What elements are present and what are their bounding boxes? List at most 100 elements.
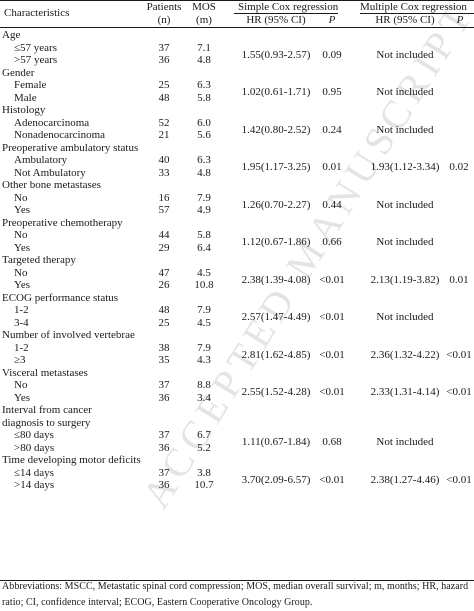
simple-p-value: 0.44 — [322, 198, 342, 211]
mos-value: 7.9 — [197, 191, 211, 204]
simple-p-value: 0.09 — [322, 48, 342, 61]
multiple-p-value: <0.01 — [446, 386, 472, 399]
simple-p-value: 0.24 — [322, 123, 342, 136]
multiple-hr-value: 2.13(1.19-3.82) — [370, 273, 440, 286]
row-label: ≤80 days — [14, 429, 54, 441]
simple-hr-value: 2.57(1.47-4.49) — [241, 311, 311, 324]
simple-hr-value: 1.55(0.93-2.57) — [241, 48, 311, 61]
mos-value: 7.9 — [197, 304, 211, 316]
patients-value: 25 — [158, 316, 170, 329]
header-multiple-cox: Multiple Cox regression — [360, 1, 467, 13]
mos-value: 8.8 — [197, 379, 211, 391]
patients-value: 37 — [158, 379, 170, 391]
row-label: Yes — [14, 279, 31, 291]
multiple-hr-value: Not included — [376, 236, 434, 249]
mos-value: 7.9 — [197, 341, 211, 354]
row-label: ≤14 days — [14, 466, 54, 479]
header-simple-hr: HR (95% CI) — [246, 14, 306, 26]
mos-value: 6.3 — [197, 154, 211, 166]
header-bottom-rule — [0, 27, 474, 28]
simple-hr-value: 3.70(2.09-6.57) — [241, 473, 311, 486]
group-name: Preoperative ambulatory status — [2, 141, 139, 154]
patients-value: 36 — [158, 441, 170, 454]
patients-value: 57 — [158, 204, 170, 216]
patients-value: 16 — [158, 191, 170, 204]
row-label: No — [14, 191, 28, 204]
patients-value: 37 — [158, 466, 170, 479]
row-label: 3-4 — [14, 316, 29, 329]
group-name: Gender — [2, 66, 35, 79]
mos-value: 6.7 — [197, 429, 211, 441]
group-name: Age — [2, 29, 21, 41]
group-name: Preoperative chemotherapy — [2, 216, 123, 229]
simple-hr-value: 2.38(1.39-4.08) — [241, 273, 311, 286]
mos-value: 4.5 — [197, 316, 211, 329]
row-label: 1-2 — [14, 304, 29, 316]
multiple-hr-value: Not included — [376, 48, 434, 61]
mos-value: 5.8 — [197, 229, 211, 241]
patients-value: 25 — [158, 79, 170, 91]
mos-value: 5.2 — [197, 441, 211, 454]
mos-value: 4.9 — [197, 204, 211, 216]
patients-value: 37 — [158, 41, 170, 54]
simple-hr-value: 1.12(0.67-1.86) — [241, 236, 311, 249]
mos-value: 6.3 — [197, 79, 211, 91]
patients-value: 21 — [158, 129, 170, 141]
header-multiple-hr: HR (95% CI) — [375, 14, 435, 26]
mos-value: 7.1 — [197, 41, 211, 54]
group-name: Visceral metastases — [2, 366, 88, 379]
patients-value: 44 — [158, 229, 170, 241]
header-patients: Patients — [146, 1, 182, 13]
patients-value: 36 — [158, 54, 170, 66]
simple-hr-value: 1.95(1.17-3.25) — [241, 161, 311, 174]
simple-p-value: <0.01 — [319, 473, 345, 486]
row-label: No — [14, 229, 28, 241]
row-label: Male — [14, 91, 37, 104]
row-label: ≥3 — [14, 354, 26, 366]
multiple-hr-value: Not included — [376, 123, 434, 136]
row-label: Nonadenocarcinoma — [14, 129, 106, 141]
top-rule — [0, 0, 474, 1]
header-patients-unit: (n) — [157, 14, 171, 26]
group-name: Number of involved vertebrae — [2, 329, 135, 341]
simple-p-value: <0.01 — [319, 348, 345, 361]
group-name: Targeted therapy — [2, 254, 76, 266]
patients-value: 52 — [158, 116, 170, 129]
patients-value: 38 — [158, 341, 170, 354]
multiple-hr-value: 2.38(1.27-4.46) — [370, 473, 440, 486]
group-subrule-simple — [234, 13, 338, 14]
group-name: ECOG performance status — [2, 291, 119, 304]
header-simple-cox: Simple Cox regression — [238, 1, 339, 13]
header-simple-p: P — [328, 14, 336, 26]
patients-value: 37 — [158, 429, 170, 441]
simple-hr-value: 2.81(1.62-4.85) — [241, 348, 311, 361]
patients-value: 36 — [158, 391, 170, 404]
row-label: ≤57 years — [14, 41, 57, 54]
multiple-hr-value: Not included — [376, 86, 434, 99]
simple-p-value: 0.68 — [322, 436, 342, 449]
simple-p-value: <0.01 — [319, 311, 345, 324]
multiple-hr-value: 2.36(1.32-4.22) — [370, 348, 440, 361]
patients-value: 48 — [158, 304, 170, 316]
simple-hr-value: 1.02(0.61-1.71) — [241, 86, 311, 99]
row-label: Yes — [14, 204, 31, 216]
row-label: No — [14, 266, 28, 279]
group-subrule-multiple — [360, 13, 474, 14]
group-name: Time developing motor deficits — [2, 454, 141, 466]
simple-p-value: 0.01 — [322, 161, 342, 174]
header-mos-unit: (m) — [196, 14, 212, 26]
multiple-p-value: 0.02 — [449, 161, 469, 174]
row-label: No — [14, 379, 28, 391]
row-label: Female — [14, 79, 47, 91]
simple-hr-value: 1.11(0.67-1.84) — [241, 436, 311, 449]
group-name: Histology — [2, 104, 46, 116]
mos-value: 3.4 — [197, 391, 211, 404]
patients-value: 48 — [158, 91, 170, 104]
multiple-hr-value: 1.93(1.12-3.34) — [370, 161, 440, 174]
row-label: >80 days — [14, 441, 55, 454]
multiple-p-value: <0.01 — [446, 473, 472, 486]
mos-value: 6.0 — [197, 116, 211, 129]
patients-value: 35 — [158, 354, 170, 366]
simple-p-value: 0.95 — [322, 86, 342, 99]
mos-value: 6.4 — [197, 241, 211, 254]
